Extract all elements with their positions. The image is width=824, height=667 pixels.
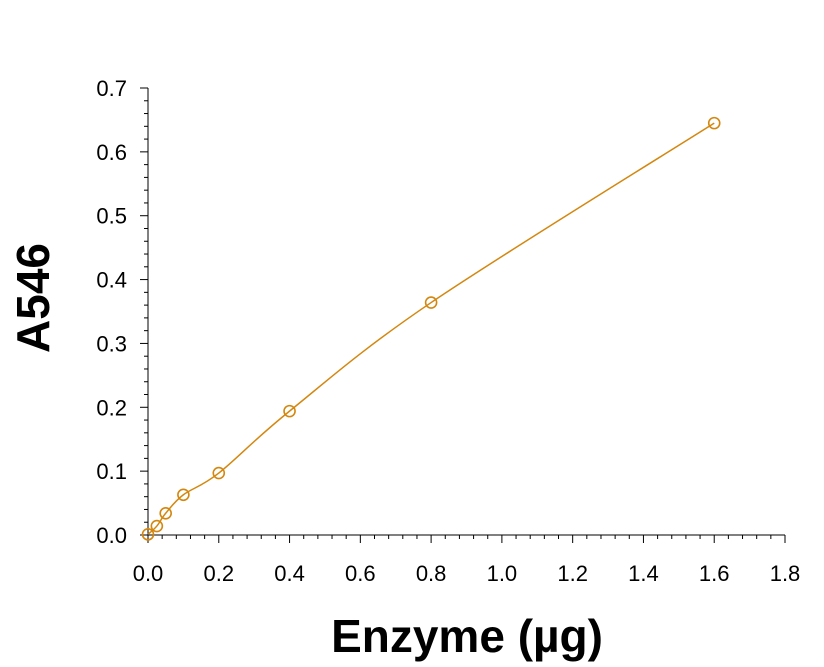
data-point [283,404,296,418]
tick-labels: 0.0 0.2 0.4 0.6 0.8 1.0 1.2 1.4 1.6 1.8 0.0 0.1 0.2 0… [96,76,800,586]
axes [147,88,785,536]
data-point [707,116,721,130]
y-tick-label: 0.5 [96,204,127,229]
data-point [177,488,190,502]
data-point [159,506,172,520]
y-tick-label: 0.2 [96,395,127,420]
x-tick-label: 0.6 [345,561,376,586]
y-tick-label: 0.1 [96,459,127,484]
x-tick-label: 0.0 [133,561,164,586]
data-point [150,519,164,533]
data-point [141,528,155,541]
ticks [140,87,786,543]
x-axis-title: Enzyme (µg) [331,610,603,662]
y-tick-label: 0.6 [96,140,127,165]
data-point [212,466,226,480]
x-tick-label: 1.0 [487,561,518,586]
data-point [424,296,438,309]
x-tick-label: 0.2 [203,561,234,586]
x-tick-label: 0.8 [416,561,447,586]
y-axis-title: A546 [7,243,59,353]
x-tick-label: 0.4 [274,561,305,586]
y-tick-label: 0.7 [96,76,127,101]
y-tick-label: 0.0 [96,523,127,548]
x-tick-label: 1.4 [628,561,659,586]
series [141,116,721,541]
x-tick-label: 1.8 [770,561,801,586]
y-tick-label: 0.3 [96,331,127,356]
fit-line [147,122,715,535]
x-tick-label: 1.6 [699,561,730,586]
x-tick-label: 1.2 [557,561,588,586]
y-tick-label: 0.4 [96,268,127,293]
